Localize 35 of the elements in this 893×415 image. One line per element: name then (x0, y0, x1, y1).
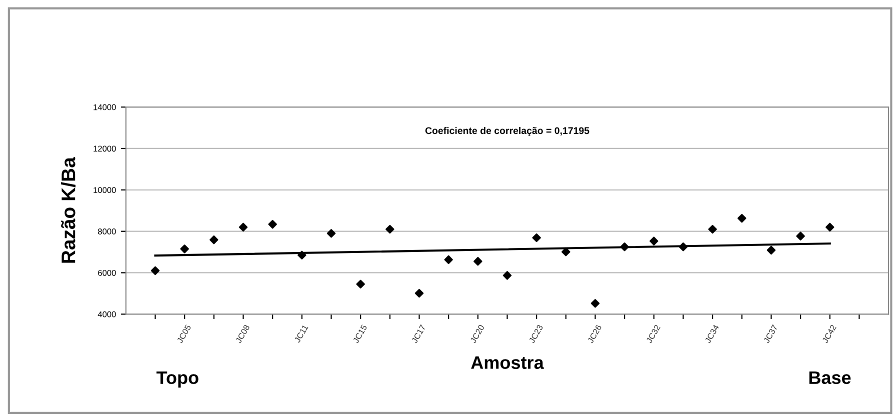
text: Topo (156, 371, 198, 388)
point (180, 244, 189, 254)
point (356, 280, 365, 288)
point (620, 242, 629, 252)
point (708, 224, 717, 234)
y-tick-label: 12000 (94, 146, 116, 152)
y-tick-label: 6000 (98, 270, 116, 276)
point (298, 250, 306, 260)
annotation: Coeficiente de correlação = 0,17195 (425, 126, 590, 136)
y-tick-label: 10000 (94, 187, 116, 194)
y-tick-label: 4000 (98, 311, 116, 318)
point (562, 247, 570, 256)
point (678, 242, 688, 252)
point (826, 222, 834, 232)
text: Base (809, 371, 851, 384)
point (150, 266, 160, 276)
point (238, 222, 248, 232)
point (532, 233, 541, 242)
y-tick-label: 14000 (94, 104, 116, 110)
y-axis-title: Razão K/Ba (61, 157, 76, 263)
point (738, 214, 746, 223)
y-tick-label: 8000 (98, 228, 116, 234)
point (210, 235, 218, 244)
point (444, 255, 453, 264)
point (766, 246, 776, 255)
point (268, 220, 277, 229)
point (650, 236, 658, 246)
point (326, 229, 336, 238)
point (386, 224, 394, 234)
point (414, 288, 424, 298)
point (796, 232, 805, 240)
point (474, 256, 482, 266)
point (502, 271, 512, 280)
point (590, 299, 600, 308)
x-axis-title: Amostra (471, 356, 544, 369)
